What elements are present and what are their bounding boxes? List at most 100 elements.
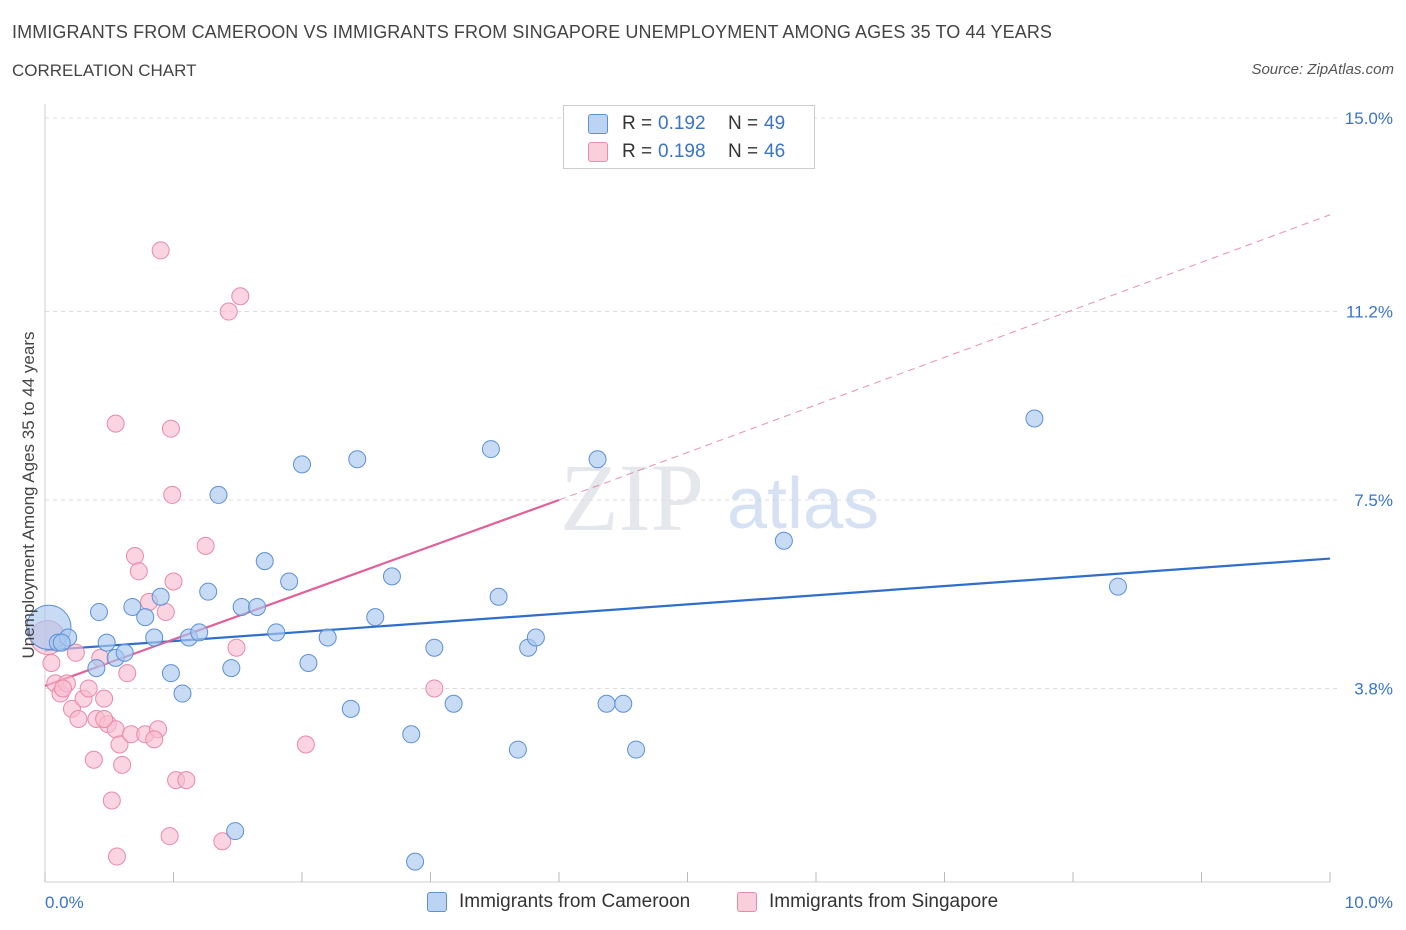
point-cameroon [89, 603, 108, 622]
point-cameroon [226, 822, 245, 841]
point-singapore [84, 750, 103, 769]
point-cameroon [52, 633, 71, 652]
legend-r-label: R = [622, 113, 653, 134]
legend-swatch-singapore [737, 892, 757, 912]
point-cameroon [199, 582, 218, 601]
point-cameroon [425, 638, 444, 657]
trendline-cameroon [44, 557, 1331, 652]
legend-item-singapore: Immigrants from Singapore [737, 890, 998, 914]
point-singapore [107, 847, 126, 866]
points-cameroon [26, 409, 1127, 871]
point-cameroon [627, 740, 646, 759]
legend-n-label: N = [728, 141, 759, 162]
point-cameroon [481, 440, 500, 459]
legend-r-value: 0.198 [658, 141, 706, 162]
point-cameroon [123, 597, 142, 616]
x-tick-label: 0.0% [45, 893, 84, 912]
point-singapore [106, 414, 125, 433]
point-singapore [66, 643, 85, 662]
watermark-zip: ZIP [560, 444, 704, 551]
legend-row-cameroon: R = 0.192 N = 49 [588, 112, 785, 136]
point-cameroon [341, 699, 360, 718]
legend-row-singapore: R = 0.198 N = 46 [588, 140, 785, 164]
point-singapore [425, 679, 444, 698]
point-singapore [231, 287, 250, 306]
point-cameroon [173, 684, 192, 703]
point-cameroon [145, 628, 164, 647]
point-cameroon [382, 567, 401, 586]
point-singapore [95, 689, 114, 708]
point-cameroon [318, 628, 337, 647]
point-singapore [79, 679, 98, 698]
point-singapore [219, 302, 238, 321]
y-tick-label: 11.2% [1346, 303, 1393, 322]
point-cameroon [222, 659, 241, 678]
legend-label-cameroon: Immigrants from Cameroon [459, 891, 691, 912]
point-singapore [42, 653, 61, 672]
point-cameroon [774, 531, 793, 550]
point-singapore [161, 419, 180, 438]
point-cameroon [190, 623, 209, 642]
point-cameroon [348, 450, 367, 469]
point-cameroon [87, 659, 106, 678]
point-cameroon [299, 653, 318, 672]
point-singapore [110, 735, 129, 754]
point-cameroon [1025, 409, 1044, 428]
y-tick-label: 15.0% [1345, 109, 1393, 128]
point-singapore [125, 547, 144, 566]
point-cameroon [255, 552, 274, 571]
y-tick-label: 3.8% [1354, 679, 1393, 698]
point-cameroon [489, 587, 508, 606]
watermark-atlas: atlas [727, 464, 879, 544]
point-cameroon [136, 608, 155, 627]
point-singapore [196, 536, 215, 555]
point-cameroon [614, 694, 633, 713]
point-cameroon [597, 694, 616, 713]
point-cameroon [402, 725, 421, 744]
legend-n-value: 46 [764, 141, 786, 162]
point-cameroon [267, 623, 286, 642]
chart-title: IMMIGRANTS FROM CAMEROON VS IMMIGRANTS F… [12, 22, 1053, 42]
point-singapore [113, 755, 132, 774]
source-label: Source: ZipAtlas.com [1251, 61, 1394, 78]
point-cameroon [588, 450, 607, 469]
axes [44, 104, 1331, 883]
legend-label-singapore: Immigrants from Singapore [769, 891, 999, 912]
point-cameroon [209, 485, 228, 504]
point-cameroon [406, 852, 425, 871]
legend-n-value: 49 [764, 113, 786, 134]
points-singapore [30, 241, 444, 866]
point-singapore [95, 710, 114, 729]
point-cameroon [508, 740, 527, 759]
point-singapore [102, 791, 121, 810]
legend-r-value: 0.192 [658, 113, 706, 134]
point-singapore [164, 572, 183, 591]
point-cameroon [232, 597, 251, 616]
y-axis-label: Unemployment Among Ages 35 to 44 years [19, 332, 38, 659]
point-cameroon [115, 643, 134, 662]
point-cameroon [161, 664, 180, 683]
point-cameroon [366, 608, 385, 627]
point-cameroon [526, 628, 545, 647]
point-singapore [118, 664, 137, 683]
tick-labels: 3.8% 7.5% 11.2% 15.0% 0.0% 10.0% [45, 109, 1393, 912]
point-cameroon [151, 587, 170, 606]
legend-r-label: R = [622, 141, 653, 162]
point-singapore [160, 827, 179, 846]
legend-swatch-cameroon [427, 892, 447, 912]
point-cameroon [444, 694, 463, 713]
x-tick-label: 10.0% [1345, 893, 1393, 912]
point-singapore [145, 730, 164, 749]
point-cameroon [248, 597, 267, 616]
point-cameroon [280, 572, 299, 591]
legend-item-cameroon: Immigrants from Cameroon [427, 890, 690, 914]
point-singapore [53, 679, 72, 698]
legend-n-label: N = [728, 113, 759, 134]
point-singapore [129, 562, 148, 581]
point-singapore [227, 638, 246, 657]
point-singapore [213, 832, 232, 851]
point-singapore [177, 771, 196, 790]
legend-swatch-singapore [588, 142, 608, 162]
trendline-singapore-extension [558, 214, 1331, 501]
